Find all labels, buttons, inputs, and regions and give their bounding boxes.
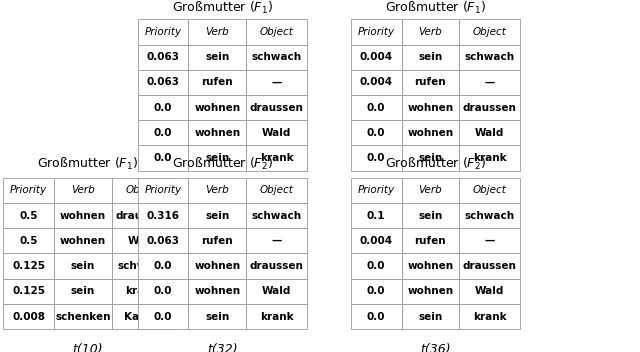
Text: Großmutter ($F_1$): Großmutter ($F_1$) [385,0,486,16]
Text: Großmutter ($F_2$): Großmutter ($F_2$) [385,156,486,172]
Text: t(32): t(32) [207,343,237,352]
Text: Großmutter ($F_1$): Großmutter ($F_1$) [172,0,273,16]
Text: Großmutter ($F_2$): Großmutter ($F_2$) [172,156,273,172]
Text: t(36): t(36) [420,343,451,352]
Text: Großmutter ($F_1$): Großmutter ($F_1$) [37,156,138,172]
Text: t(10): t(10) [72,343,103,352]
